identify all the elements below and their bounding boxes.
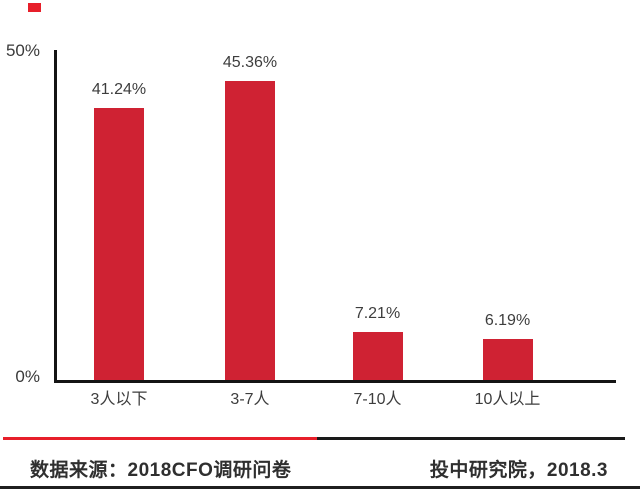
bar-2	[352, 332, 403, 380]
bar-value-label-3: 6.19%	[484, 312, 531, 330]
x-axis-category-label-1: 3-7人	[230, 391, 270, 408]
y-axis-tick-50: 50%	[5, 41, 40, 60]
bar-1	[225, 80, 275, 380]
x-axis-category-label-2: 7-10人	[353, 391, 402, 408]
divider-line-red-segment	[3, 437, 317, 440]
x-axis-category-label-3: 10人以上	[474, 391, 541, 408]
bottom-border-line	[0, 486, 640, 489]
y-axis-tick-0: 0%	[15, 367, 40, 386]
bar-3	[482, 339, 533, 380]
bar-value-label-0: 41.24%	[91, 80, 147, 98]
bar-value-label-1: 45.36%	[222, 53, 278, 71]
corner-accent-square	[28, 3, 41, 12]
x-axis-line	[54, 380, 616, 383]
bar-value-label-2: 7.21%	[354, 305, 401, 323]
y-axis-line	[54, 50, 57, 382]
x-axis-category-label-0: 3人以下	[90, 391, 148, 408]
publisher-date-label: 投中研究院，2018.3	[429, 460, 608, 481]
data-source-label: 数据来源：2018CFO调研问卷	[30, 460, 292, 481]
bar-0	[94, 107, 144, 380]
divider-line-black-segment	[317, 437, 625, 440]
